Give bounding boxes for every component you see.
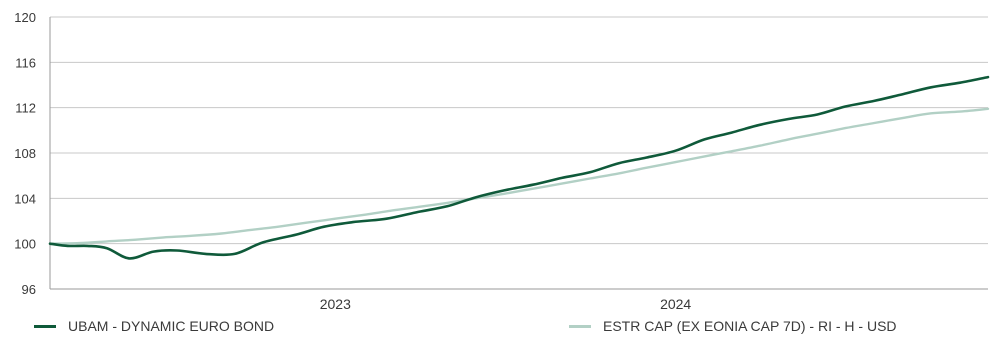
grid-lines [49, 16, 988, 290]
y-tick-label: 100 [14, 237, 36, 252]
x-tick-label: 2023 [320, 296, 351, 312]
legend-swatch-fund [34, 324, 56, 328]
legend-label-fund: UBAM - DYNAMIC EURO BOND [68, 318, 275, 334]
legend-item-fund: UBAM - DYNAMIC EURO BOND [34, 318, 274, 334]
y-tick-label: 104 [14, 191, 36, 206]
legend-item-benchmark: ESTR CAP (EX EONIA CAP 7D) - RI - H - US… [569, 318, 897, 334]
y-tick-label: 108 [14, 146, 36, 161]
y-tick-label: 116 [15, 55, 36, 70]
y-tick-label: 96 [22, 282, 36, 297]
series-lines [48, 75, 990, 260]
legend-label-benchmark: ESTR CAP (EX EONIA CAP 7D) - RI - H - US… [603, 318, 897, 334]
x-axis-ticks: 2023 2024 [320, 296, 692, 312]
y-axis-ticks: 96 100 104 108 112 116 120 [14, 10, 36, 297]
series-line-fund [48, 75, 990, 260]
y-tick-label: 120 [14, 10, 36, 25]
x-tick-label: 2024 [660, 296, 691, 312]
series-line-benchmark [48, 107, 990, 245]
y-tick-label: 112 [15, 101, 36, 116]
legend: UBAM - DYNAMIC EURO BOND ESTR CAP (EX EO… [0, 318, 994, 340]
legend-swatch-benchmark [569, 324, 591, 328]
